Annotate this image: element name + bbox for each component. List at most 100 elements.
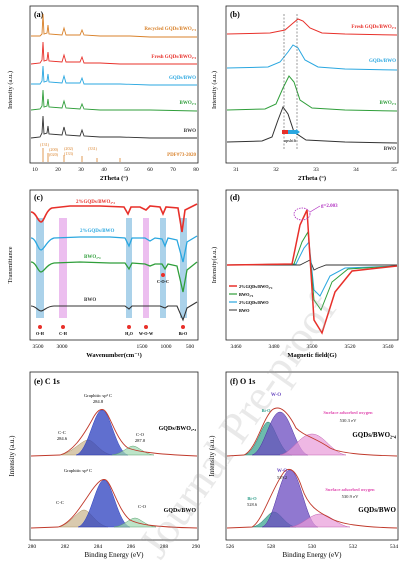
panel-a-xlabel: 2Theta (°): [100, 175, 128, 182]
peak-label-bio: Bi-O: [262, 408, 271, 413]
panel-b-xlabel: 2Theta (°): [298, 175, 326, 182]
ftir-band-labels: O-H C-H H₂O W-O-W C-O-C Bi-O: [36, 279, 188, 336]
xtick: 30: [78, 167, 84, 173]
g-value-annotation: g=2.003: [321, 204, 338, 209]
ftir-trace-labels: 2%GQDs/BWO₂.₄ 2%GQDs/BWO BWO₂.₄ BWO: [76, 200, 115, 303]
xtick: 284: [94, 544, 103, 550]
trace-label-bwo: BWO: [384, 147, 396, 152]
peak-label-wo: W-O: [271, 393, 281, 398]
panel-e: (e) C 1s Intensity (a.u.) Binding Energy…: [8, 371, 200, 559]
xtick: 3500: [307, 344, 318, 350]
ftir-trace-bwo: [30, 301, 198, 322]
peak-value-surface: 530.3 eV: [340, 418, 358, 423]
panel-f-frame: [225, 371, 399, 541]
xtick: 286: [127, 544, 136, 550]
peak-label: (200): [49, 147, 59, 152]
xrd-trace-recycled: [31, 13, 197, 38]
c1s-upper-sp2-fit: [75, 409, 129, 456]
xtick: 530: [308, 544, 317, 550]
panel-f-label: (f) O 1s: [230, 377, 255, 386]
legend-label: 2%GQDs/BWO₂.₄: [239, 284, 273, 289]
legend-label: 2%GQDs/BWO: [239, 300, 269, 305]
xtick: 288: [160, 544, 169, 550]
peak-label: C-C: [58, 430, 66, 435]
panel-a-label: (a): [34, 10, 44, 19]
panel-a: (a) Intensity (a.u.) 2Theta (°) 10 20 30…: [7, 5, 199, 182]
xtick: 50: [124, 167, 130, 173]
c1s-upper-labels: Graphitic sp² C 284.8 C-C 284.6 C-O 287.…: [57, 393, 196, 443]
xrd-zoom-trace-fresh: [226, 18, 398, 36]
o1s-upper-labels: W-O Bi-O Surface adsorbed oxygen 530.3 e…: [262, 393, 397, 439]
epr-trace-gqds-bwo: [226, 240, 398, 297]
trace-label-gqds-bwo: GQDs/BWO: [169, 76, 196, 81]
xtick: 3460: [231, 344, 242, 350]
xtick: 3500: [33, 344, 44, 350]
xrd-trace-bwo: [30, 115, 197, 139]
xtick: 70: [170, 167, 176, 173]
epr-trace-gqds-bwo24: [226, 209, 398, 335]
ftir-trace-gqds-bwo: [30, 235, 198, 263]
panel-b-xticks: 31 32 33 34 35: [233, 167, 397, 173]
xtick: 3000: [57, 344, 68, 350]
band-label: H₂O: [125, 331, 134, 336]
panel-d-ylabel: Intensity(a.u.): [211, 247, 218, 283]
trace-label-bwo24: BWO₂.₄: [180, 101, 197, 106]
xtick: 3540: [383, 344, 394, 350]
xrd-zoom-trace-bwo24: [226, 75, 398, 112]
c1s-lower-labels: Graphitic sp² C C-C C-O GQDs/BWO: [56, 468, 196, 514]
peak-label: (133): [64, 151, 74, 156]
xtick: 526: [226, 544, 235, 550]
panel-f-xlabel: Binding Energy (eV): [283, 551, 343, 559]
xtick: 34: [353, 167, 359, 173]
trace-label: BWO: [84, 298, 96, 303]
panel-d-frame: [225, 189, 399, 341]
panel-e-xlabel: Binding Energy (eV): [85, 551, 145, 559]
peak-label-wo: W-O: [277, 469, 287, 474]
peak-label-surface: Surface adsorbed oxygen: [325, 487, 375, 492]
panel-c-xticks: 3500 3000 1500 1000 500: [33, 344, 195, 350]
epr-legend: 2%GQDs/BWO₂.₄ BWO₂.₄ 2%GQDs/BWO BWO: [229, 284, 273, 313]
peak-label: (202): [64, 146, 74, 151]
band-label: C-O-C: [157, 279, 169, 284]
c1s-upper-co-fit: [111, 445, 155, 456]
panel-c-xlabel: Wavenumber(cm⁻¹): [86, 352, 142, 359]
panel-c-frame: [29, 189, 199, 341]
g-value-pointer: [309, 205, 321, 213]
sample-label: GQDs/BWO₂.₄: [352, 431, 397, 439]
xrd-trace-labels: Recycled GQDs/BWO₂.₄ Fresh GQDs/BWO₂.₄ G…: [144, 27, 196, 158]
peak-label: C-O: [136, 432, 145, 437]
epr-trace-bwo24: [226, 230, 398, 312]
panel-c-ylabel: Transmittance: [7, 246, 14, 283]
band-label: O-H: [36, 331, 45, 336]
peak-label: Graphitic sp² C: [64, 468, 92, 473]
o1s-upper-surface-fit: [279, 433, 347, 456]
peak-label: (331): [88, 146, 98, 151]
peak-label: C-C: [56, 500, 64, 505]
xtick: 31: [233, 167, 239, 173]
peak-value-surface: 530.9 eV: [342, 494, 360, 499]
trace-label-fresh: Fresh GQDs/BWO₂.₄: [151, 55, 196, 60]
c1s-lower-envelope: [30, 479, 198, 529]
xtick: 1000: [161, 344, 172, 350]
trace-label-bwo: BWO: [184, 129, 196, 134]
xtick: 20: [55, 167, 61, 173]
o1s-upper-envelope: [226, 407, 398, 457]
legend-label: BWO₂.₄: [239, 292, 254, 297]
xtick: 528: [267, 544, 276, 550]
xtick: 1500: [137, 344, 148, 350]
reference-label: PDF#73-2020: [167, 153, 196, 158]
panel-e-ylabel: Intensity (a.u.): [8, 435, 16, 477]
xtick: 282: [61, 544, 70, 550]
peak-label: C-O: [138, 504, 147, 509]
trace-label: BWO₂.₄: [84, 255, 101, 260]
peak-label-surface: Surface adsorbed oxygen: [323, 410, 373, 415]
legend-label: BWO: [239, 308, 250, 313]
xrd-trace-gqds-bwo: [31, 65, 197, 86]
xtick: 280: [28, 544, 37, 550]
ftir-trace-gqds-bwo24: [30, 203, 198, 233]
band-label: W-O-W: [139, 331, 154, 336]
c1s-lower-sp2-fit: [77, 479, 131, 528]
xtick: 10: [32, 167, 38, 173]
panel-b: (b) Intensity (a.u.) 2Theta (°) 31 32 33…: [211, 5, 399, 182]
panel-e-label: (e) C 1s: [34, 377, 60, 386]
